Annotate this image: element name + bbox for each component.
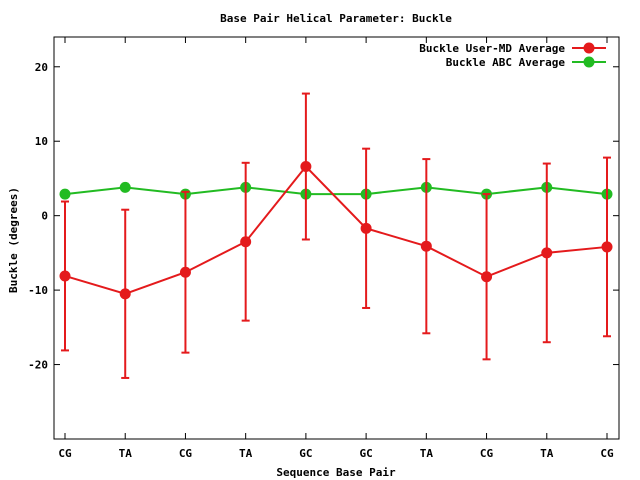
axis-ticks: -20 -10 0 10 20 CG TA CG TA GC GC TA CG TA CG xyxy=(28,37,619,460)
data-point xyxy=(420,240,432,252)
series-line xyxy=(64,186,608,196)
data-point xyxy=(601,241,613,253)
legend-label: Buckle User-MD Average xyxy=(419,42,565,55)
y-tick-label: -20 xyxy=(28,359,48,372)
x-tick-label: CG xyxy=(179,447,193,460)
chart-title: Base Pair Helical Parameter: Buckle xyxy=(220,12,452,25)
y-tick-label: 10 xyxy=(35,135,48,148)
plot-frame xyxy=(53,36,620,440)
y-tick-label: -10 xyxy=(28,284,48,297)
legend-marker xyxy=(583,42,595,54)
x-tick-label: GC xyxy=(299,447,312,460)
data-point xyxy=(59,270,71,282)
data-point xyxy=(119,288,131,300)
legend-label: Buckle ABC Average xyxy=(446,56,566,69)
data-point xyxy=(119,181,131,193)
legend-marker xyxy=(583,56,595,68)
data-point xyxy=(59,188,71,200)
x-tick-label: CG xyxy=(58,447,72,460)
y-axis-label: Buckle (degrees) xyxy=(7,187,20,293)
data-point xyxy=(541,247,553,259)
data-point xyxy=(481,271,493,283)
series-group xyxy=(59,92,613,379)
x-axis-label: Sequence Base Pair xyxy=(276,466,396,479)
x-tick-label: TA xyxy=(420,447,434,460)
series-0 xyxy=(59,92,613,379)
x-tick-label: CG xyxy=(480,447,494,460)
data-point xyxy=(240,236,252,248)
x-tick-label: CG xyxy=(600,447,614,460)
series-line xyxy=(64,165,608,295)
x-tick-label: TA xyxy=(540,447,554,460)
data-point xyxy=(300,161,312,173)
y-tick-label: 20 xyxy=(35,61,48,74)
x-tick-label: TA xyxy=(119,447,133,460)
x-tick-label: GC xyxy=(359,447,372,460)
data-point xyxy=(179,266,191,278)
y-tick-label: 0 xyxy=(41,210,48,223)
data-point xyxy=(360,222,372,234)
x-tick-label: TA xyxy=(239,447,253,460)
